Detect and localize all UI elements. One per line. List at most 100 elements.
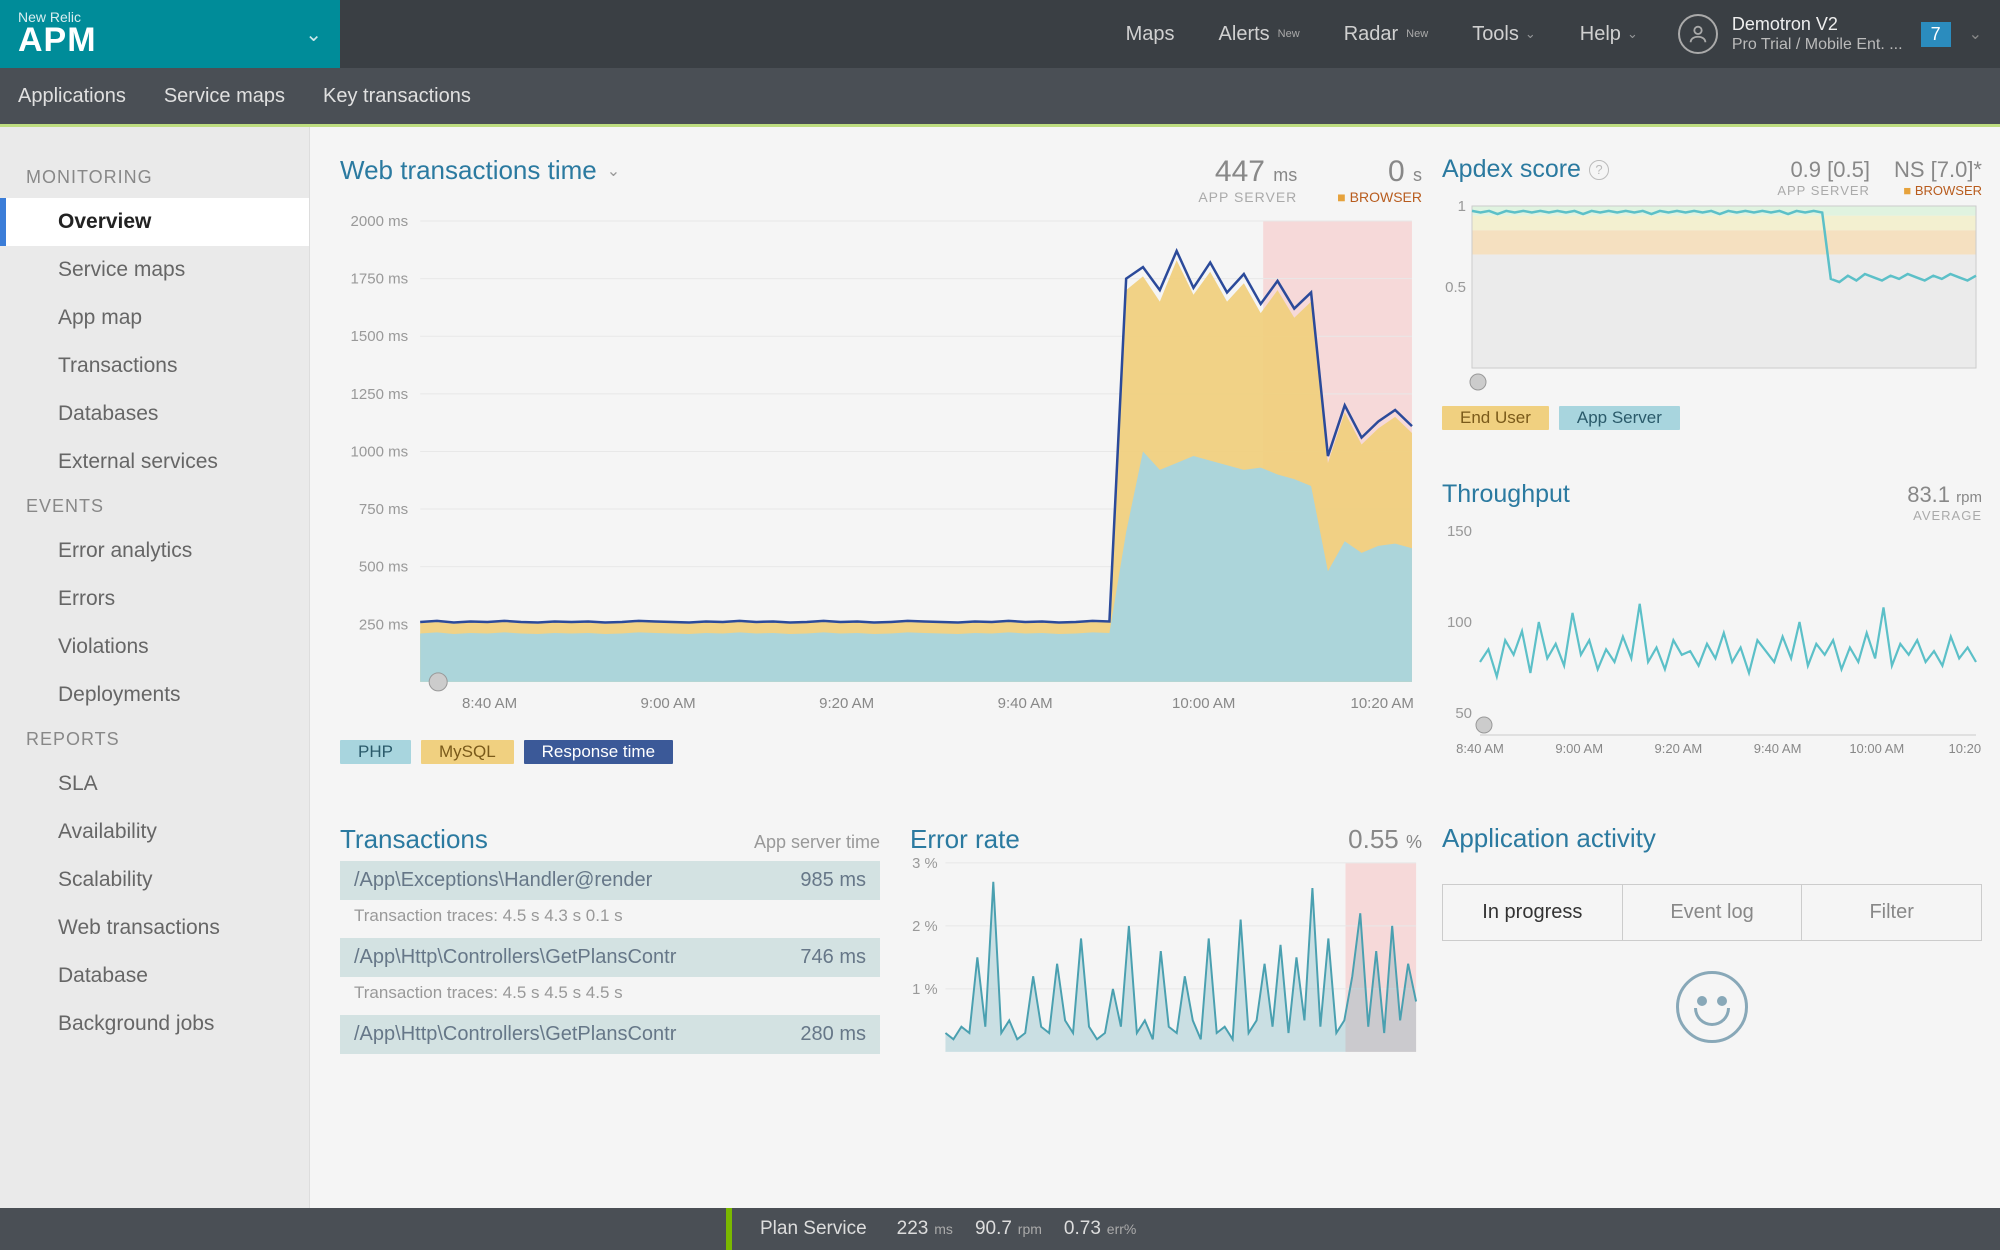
avatar-icon [1678, 14, 1718, 54]
svg-text:9:20 AM: 9:20 AM [1655, 741, 1703, 756]
throughput-chart[interactable]: 501001508:40 AM9:00 AM9:20 AM9:40 AM10:0… [1442, 523, 1982, 763]
sidebar-item-error-analytics[interactable]: Error analytics [0, 527, 309, 575]
legend-app-server[interactable]: App Server [1559, 406, 1680, 430]
activity-tabs: In progressEvent logFilter [1442, 884, 1982, 941]
web-transactions-chart[interactable]: 250 ms 500 ms 750 ms 1000 ms 1250 ms 1500 ms 1… [340, 211, 1422, 732]
footer-bar: Plan Service 223 ms 90.7 rpm 0.73 err% [0, 1208, 2000, 1250]
svg-text:1 %: 1 % [912, 982, 937, 998]
application-activity-title: Application activity [1442, 823, 1982, 854]
sidebar-item-overview[interactable]: Overview [0, 198, 309, 246]
sidebar-item-web-transactions[interactable]: Web transactions [0, 904, 309, 952]
svg-text:8:40 AM: 8:40 AM [1456, 741, 1504, 756]
sidebar-item-background-jobs[interactable]: Background jobs [0, 1000, 309, 1048]
error-rate-value: 0.55 [1348, 824, 1399, 854]
sidebar-item-deployments[interactable]: Deployments [0, 671, 309, 719]
sidebar-item-sla[interactable]: SLA [0, 760, 309, 808]
svg-text:9:00 AM: 9:00 AM [1555, 741, 1603, 756]
svg-text:10:20 AM: 10:20 AM [1949, 741, 1982, 756]
tab-filter[interactable]: Filter [1802, 885, 1981, 940]
legend-mysql[interactable]: MySQL [421, 740, 514, 764]
apdex-title[interactable]: Apdex score [1442, 155, 1581, 184]
transaction-row[interactable]: /App\Http\Controllers\GetPlansContr280 m… [340, 1015, 880, 1054]
legend-response-time[interactable]: Response time [524, 740, 673, 764]
subnav-key-transactions[interactable]: Key transactions [323, 81, 471, 112]
topnav-item-tools[interactable]: Tools ⌄ [1450, 23, 1558, 46]
footer-stat: 90.7 rpm [975, 1218, 1042, 1240]
svg-text:10:20 AM: 10:20 AM [1350, 695, 1413, 712]
brand-sup: New Relic [18, 9, 97, 25]
smiley-icon [1676, 971, 1748, 1043]
sidebar-item-database[interactable]: Database [0, 952, 309, 1000]
chevron-down-icon: ⌄ [607, 161, 620, 181]
svg-text:9:40 AM: 9:40 AM [998, 695, 1053, 712]
svg-text:2 %: 2 % [912, 919, 937, 935]
svg-text:50: 50 [1455, 705, 1472, 722]
legend-end-user[interactable]: End User [1442, 406, 1549, 430]
svg-text:8:40 AM: 8:40 AM [462, 695, 517, 712]
apdex-browser: NS [7.0]* [1894, 157, 1982, 183]
subnav-service-maps[interactable]: Service maps [164, 81, 285, 112]
sub-nav: Applications Service maps Key transactions [0, 68, 2000, 124]
topnav-item-alerts[interactable]: AlertsNew [1197, 23, 1322, 46]
browser-label: BROWSER [1337, 189, 1422, 205]
svg-text:3 %: 3 % [912, 856, 937, 872]
sidebar-item-app-map[interactable]: App map [0, 294, 309, 342]
sidebar-item-service-maps[interactable]: Service maps [0, 246, 309, 294]
web-transactions-title[interactable]: Web transactions time ⌄ [340, 155, 620, 186]
chevron-down-icon: ⌄ [305, 22, 322, 47]
svg-text:1500 ms: 1500 ms [351, 328, 409, 345]
subnav-applications[interactable]: Applications [18, 81, 126, 112]
divider [0, 124, 2000, 127]
transaction-row[interactable]: /App\Exceptions\Handler@render985 ms [340, 861, 880, 900]
footer-stat: 0.73 err% [1064, 1218, 1136, 1240]
top-nav: New Relic APM ⌄ MapsAlertsNewRadarNewToo… [0, 0, 2000, 68]
transactions-title[interactable]: Transactions [340, 824, 488, 855]
sidebar-item-databases[interactable]: Databases [0, 390, 309, 438]
chevron-down-icon[interactable]: ⌄ [1951, 24, 2000, 44]
brand-name: APM [18, 21, 97, 59]
svg-text:9:40 AM: 9:40 AM [1754, 741, 1802, 756]
sidebar-header: REPORTS [0, 719, 309, 760]
transactions-sub: App server time [754, 832, 880, 853]
svg-text:1250 ms: 1250 ms [351, 386, 409, 403]
svg-text:750 ms: 750 ms [359, 501, 408, 518]
svg-text:100: 100 [1447, 614, 1472, 631]
notification-badge[interactable]: 7 [1921, 22, 1951, 47]
svg-text:250 ms: 250 ms [359, 616, 408, 633]
topnav-item-maps[interactable]: Maps [1104, 23, 1197, 46]
sidebar-item-transactions[interactable]: Transactions [0, 342, 309, 390]
svg-text:0.5: 0.5 [1445, 279, 1466, 296]
tab-in-progress[interactable]: In progress [1443, 885, 1623, 940]
apdex-chart[interactable]: 0.51 [1442, 198, 1982, 398]
footer-service[interactable]: Plan Service [760, 1218, 867, 1240]
footer-stat: 223 ms [897, 1218, 953, 1240]
apdex-app-server: 0.9 [0.5] [1777, 157, 1870, 183]
topnav-item-help[interactable]: Help ⌄ [1558, 23, 1660, 46]
brand-menu[interactable]: New Relic APM ⌄ [0, 0, 340, 68]
svg-text:1: 1 [1458, 198, 1466, 215]
svg-text:10:00 AM: 10:00 AM [1172, 695, 1235, 712]
error-rate-chart[interactable]: 1 % 2 % 3 % [910, 855, 1422, 1062]
sidebar: MONITORINGOverviewService mapsApp mapTra… [0, 127, 310, 1208]
transaction-traces: Transaction traces: 4.5 s 4.5 s 4.5 s [340, 977, 880, 1009]
error-rate-title[interactable]: Error rate [910, 824, 1020, 855]
topnav-item-radar[interactable]: RadarNew [1322, 23, 1451, 46]
sidebar-item-scalability[interactable]: Scalability [0, 856, 309, 904]
svg-text:9:00 AM: 9:00 AM [641, 695, 696, 712]
svg-text:500 ms: 500 ms [359, 559, 408, 576]
svg-text:1000 ms: 1000 ms [351, 443, 409, 460]
account-sub: Pro Trial / Mobile Ent. ... [1732, 35, 1903, 54]
account-menu[interactable]: Demotron V2 Pro Trial / Mobile Ent. ... [1660, 14, 1921, 55]
tab-event-log[interactable]: Event log [1623, 885, 1803, 940]
throughput-value: 83.1 [1907, 482, 1950, 507]
help-icon[interactable]: ? [1589, 160, 1609, 180]
sidebar-item-errors[interactable]: Errors [0, 575, 309, 623]
throughput-title[interactable]: Throughput [1442, 480, 1570, 509]
legend-php[interactable]: PHP [340, 740, 411, 764]
sidebar-item-violations[interactable]: Violations [0, 623, 309, 671]
sidebar-item-external-services[interactable]: External services [0, 438, 309, 486]
svg-text:2000 ms: 2000 ms [351, 213, 409, 230]
browser-value: 0 [1388, 155, 1405, 188]
transaction-row[interactable]: /App\Http\Controllers\GetPlansContr746 m… [340, 938, 880, 977]
sidebar-item-availability[interactable]: Availability [0, 808, 309, 856]
